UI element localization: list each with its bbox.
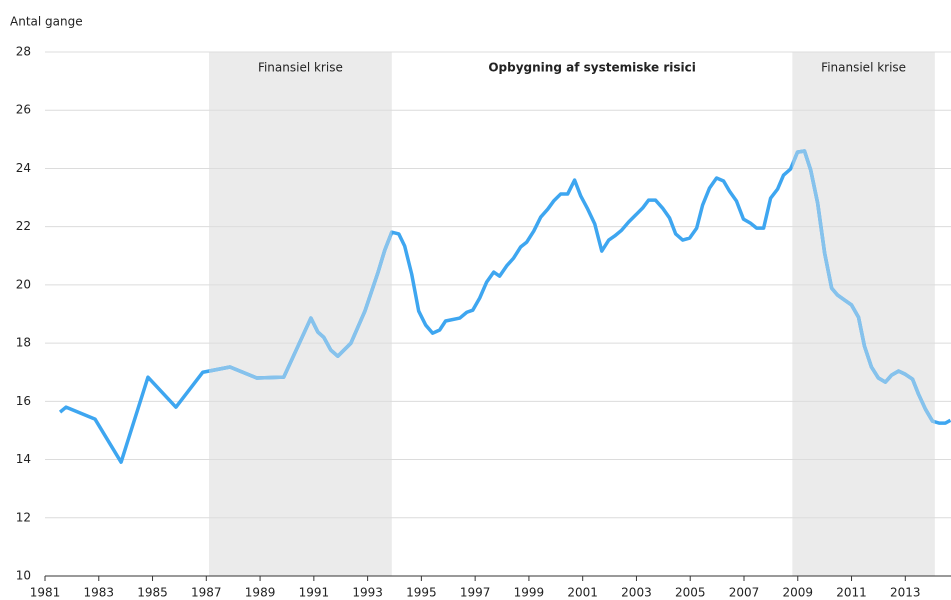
y-tick-label: 28 [16,45,31,59]
shaded-region [792,52,935,576]
x-tick-label: 1993 [352,586,383,600]
x-tick-label: 2003 [621,586,652,600]
x-tick-label: 1997 [460,586,491,600]
x-tick-label: 1981 [30,586,61,600]
x-tick-label: 2011 [836,586,867,600]
x-tick-label: 2009 [782,586,813,600]
x-tick-label: 2001 [567,586,598,600]
y-axis-label: Antal gange [10,15,83,29]
y-tick-label: 26 [16,103,31,117]
annotation: Opbygning af systemiske risici [488,61,696,75]
y-tick-label: 10 [16,569,31,583]
y-tick-label: 16 [16,394,31,408]
line-crisis-part [792,149,935,424]
x-tick-label: 1985 [137,586,168,600]
x-tick-label: 1991 [299,586,330,600]
y-tick-label: 20 [16,277,31,291]
x-tick-label: 2005 [675,586,706,600]
x-tick-label: 1999 [514,586,545,600]
x-tick-label: 1989 [245,586,276,600]
x-tick-label: 1987 [191,586,222,600]
region-label: Finansiel krise [258,61,343,75]
x-tick-label: 2007 [729,586,760,600]
line-crisis-part [208,230,392,380]
y-tick-label: 12 [16,510,31,524]
x-tick-label: 1983 [83,586,114,600]
region-label: Finansiel krise [821,61,906,75]
y-tick-label: 18 [16,336,31,350]
y-tick-label: 14 [16,452,31,466]
y-tick-label: 22 [16,219,31,233]
shaded-region [208,52,392,576]
y-tick-label: 24 [16,161,31,175]
x-tick-label: 2013 [890,586,921,600]
x-tick-label: 1995 [406,586,437,600]
